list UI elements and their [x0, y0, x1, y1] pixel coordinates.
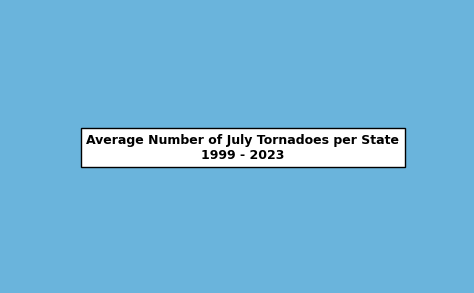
Text: Average Number of July Tornadoes per State
1999 - 2023: Average Number of July Tornadoes per Sta… — [86, 134, 400, 162]
